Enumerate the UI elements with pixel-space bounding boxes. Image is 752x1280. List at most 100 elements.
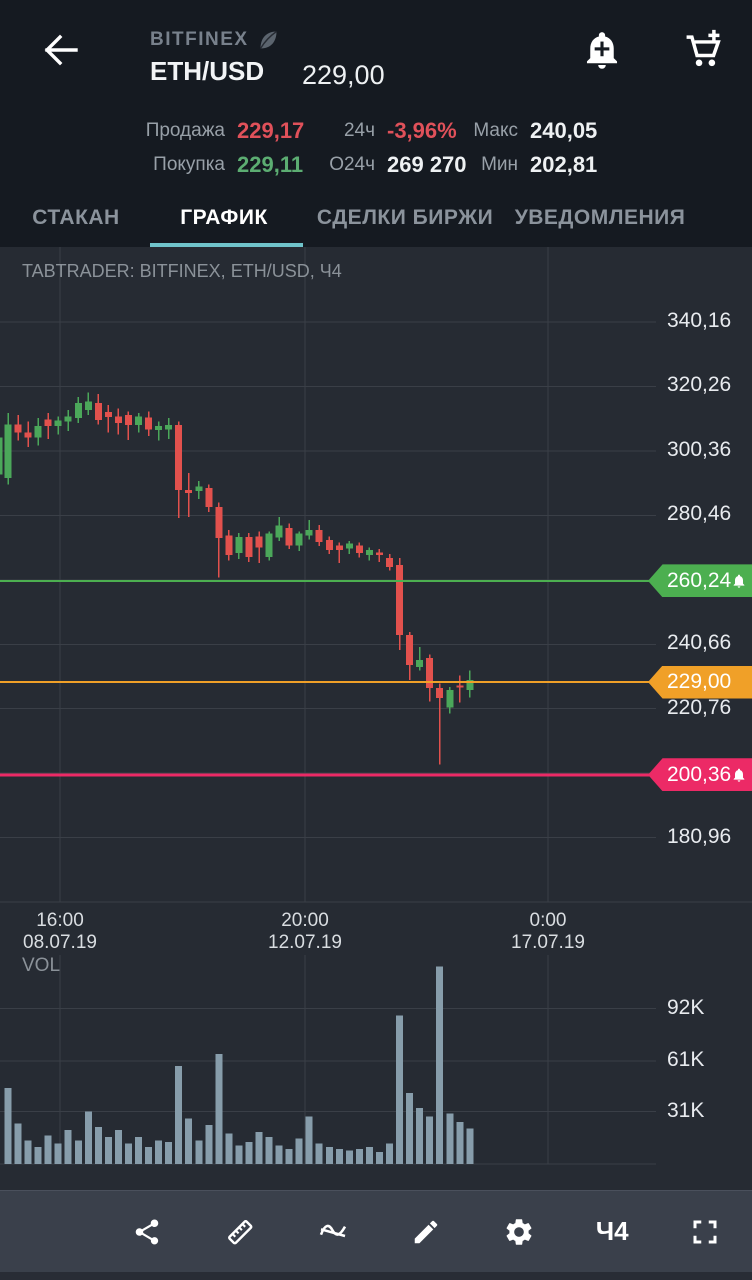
- volume-bar: [305, 1116, 313, 1164]
- volume-bar: [54, 1143, 62, 1164]
- candle-body: [365, 550, 373, 556]
- stats-high-low: Макс 240,05 Мин 202,81: [470, 114, 597, 182]
- price-axis-label: 300,36: [667, 437, 732, 461]
- volume-bar: [406, 1093, 414, 1164]
- tab-notifications[interactable]: УВЕДОМЛЕНИЯ: [514, 206, 686, 229]
- tab-exchange-trades[interactable]: СДЕЛКИ БИРЖИ: [316, 206, 494, 229]
- candle-body: [14, 424, 22, 433]
- sell-label: Продажа: [145, 120, 225, 141]
- settings-gear-icon: [506, 1218, 532, 1245]
- draw-pencil-icon: [414, 1220, 438, 1243]
- volume-bar: [104, 1137, 112, 1164]
- volume-bar: [416, 1108, 424, 1164]
- low-label: Мин: [481, 154, 518, 175]
- volume-bar: [386, 1143, 393, 1164]
- volume-bar: [215, 1054, 223, 1164]
- timeframe-button[interactable]: Ч4: [566, 1191, 659, 1272]
- header: BITFINEX ETH/USD 229,00: [0, 0, 752, 104]
- volume-axis-label: 61K: [667, 1047, 705, 1071]
- candle-body: [44, 419, 52, 427]
- volume-bar: [365, 1147, 373, 1164]
- chart-style-button[interactable]: [286, 1191, 379, 1272]
- volume-bar: [44, 1135, 52, 1164]
- chart-watermark: TABTRADER: BITFINEX, ETH/USD, Ч4: [22, 261, 342, 281]
- volume-bar: [265, 1137, 273, 1164]
- candle-body: [436, 688, 444, 699]
- volume-bar: [14, 1123, 22, 1164]
- sell-value: 229,17: [237, 118, 305, 143]
- candle-body: [386, 558, 393, 568]
- candle-body: [325, 540, 333, 551]
- fullscreen-icon: [693, 1220, 717, 1243]
- current-price-badge[interactable]: 229,00: [648, 665, 752, 699]
- volume-bar: [225, 1133, 233, 1164]
- candle-body: [466, 680, 474, 691]
- price-alert-badge[interactable]: 260,24: [648, 564, 752, 598]
- price-axis-label: 280,46: [667, 502, 732, 526]
- volume-axis-label: 31K: [667, 1098, 705, 1122]
- fullscreen-button[interactable]: [659, 1191, 752, 1272]
- candle-body: [0, 437, 3, 475]
- candle-body: [285, 528, 293, 546]
- volume-bar: [245, 1142, 253, 1164]
- volume-bar: [34, 1147, 42, 1164]
- volume-bar: [155, 1140, 163, 1164]
- volume-bar: [235, 1145, 243, 1164]
- share-button[interactable]: [100, 1191, 193, 1272]
- tab-orderbook[interactable]: СТАКАН: [32, 206, 120, 229]
- volume-bar: [345, 1150, 353, 1164]
- high-value: 240,05: [530, 118, 598, 143]
- chart-area: TABTRADER: BITFINEX, ETH/USD, Ч4 VOL 340…: [0, 247, 752, 1190]
- volume-bar: [295, 1138, 303, 1164]
- volume-pane-label: VOL: [22, 955, 61, 976]
- candle-body: [84, 401, 92, 411]
- market-selector[interactable]: BITFINEX ETH/USD: [150, 28, 280, 87]
- measure-button[interactable]: [193, 1191, 286, 1272]
- candle-body: [64, 416, 72, 422]
- ruler-icon: [227, 1219, 253, 1244]
- candle-body: [295, 533, 303, 546]
- volume-bar: [255, 1131, 263, 1164]
- candle-body: [135, 416, 142, 426]
- active-tab-underline: [150, 243, 303, 247]
- chart-settings-button[interactable]: [473, 1191, 566, 1272]
- pair-name: ETH/USD: [150, 56, 265, 86]
- candle-body: [114, 416, 122, 423]
- volume-bar: [84, 1111, 92, 1164]
- candle-body: [315, 530, 323, 543]
- timeframe-label: Ч4: [595, 1216, 629, 1246]
- candle-body: [255, 536, 263, 548]
- price-axis-label: 320,26: [667, 373, 732, 397]
- candle-body: [406, 635, 414, 666]
- candle-body: [74, 403, 82, 419]
- candle-body: [125, 415, 132, 426]
- candle-body: [225, 535, 233, 556]
- back-button[interactable]: [36, 28, 80, 72]
- volume-bar: [315, 1143, 323, 1164]
- candle-body: [94, 403, 102, 420]
- draw-button[interactable]: [379, 1191, 472, 1272]
- volume-bar: [436, 966, 444, 1164]
- high-label: Макс: [473, 120, 518, 141]
- volume-bar: [94, 1126, 102, 1164]
- volume-bar: [426, 1116, 434, 1164]
- volume-bar: [376, 1152, 383, 1164]
- back-arrow-icon: [44, 34, 78, 66]
- price-axis-label: 180,96: [667, 824, 732, 848]
- candle-body: [175, 424, 183, 490]
- candle-body: [34, 426, 42, 438]
- volume-bar: [64, 1130, 72, 1164]
- candle-body: [155, 426, 163, 430]
- candlestick-volume-chart[interactable]: [0, 247, 752, 1190]
- trade-button[interactable]: [682, 28, 726, 72]
- time-axis-label: 0:00 17.07.19: [511, 910, 585, 954]
- add-alert-button[interactable]: [580, 28, 624, 72]
- volume24-value: 269 270: [387, 152, 467, 177]
- price-alert-badge[interactable]: 200,36: [648, 758, 752, 792]
- buy-value: 229,11: [237, 152, 304, 177]
- candle-body: [305, 530, 313, 536]
- alert-bell-icon: [733, 768, 745, 782]
- volume-bar: [446, 1113, 454, 1164]
- tab-chart[interactable]: ГРАФИК: [180, 206, 268, 229]
